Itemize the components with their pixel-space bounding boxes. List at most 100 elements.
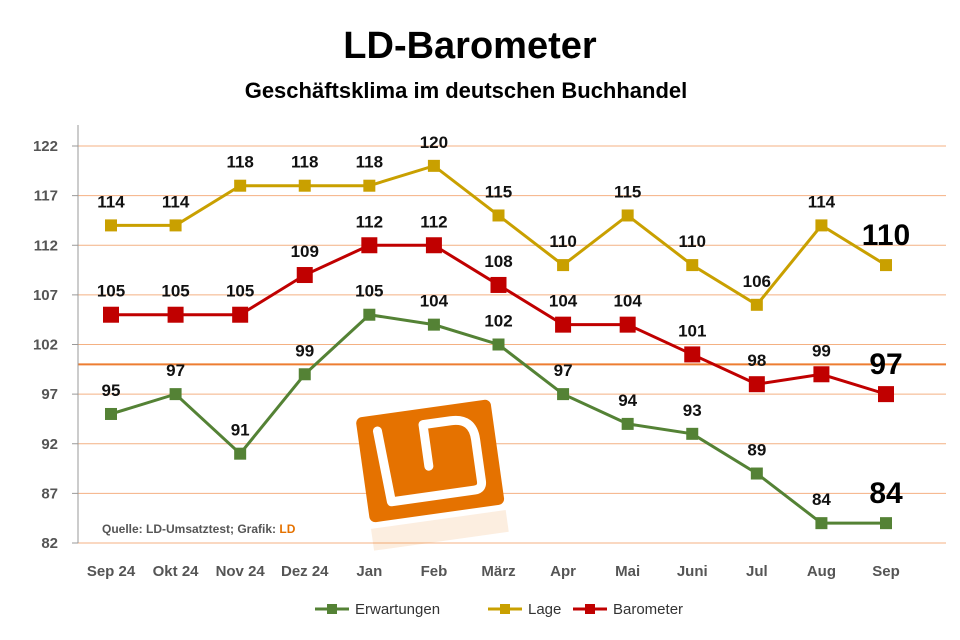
data-point bbox=[492, 338, 505, 351]
x-axis-ticks: Sep 24 Okt 24 Nov 24 Dez 24 Jan Feb März Apr Mai… bbox=[87, 563, 900, 580]
series-lage: 114 114 118 118 118 120 115 110 115 110 106 114 110 bbox=[97, 133, 910, 311]
y-tick-label: 117 bbox=[34, 188, 58, 205]
data-label: 114 bbox=[97, 192, 125, 211]
legend-item-barometer: Barometer bbox=[573, 601, 683, 618]
y-tick-label: 97 bbox=[41, 386, 58, 403]
legend-label: Barometer bbox=[613, 601, 683, 618]
legend-label: Lage bbox=[528, 601, 561, 618]
ld-logo bbox=[356, 399, 509, 551]
x-tick-label: Feb bbox=[421, 563, 448, 580]
source-note: Quelle: LD-Umsatztest; Grafik: LD bbox=[102, 522, 296, 536]
data-label: 109 bbox=[291, 242, 319, 261]
legend-item-erwartungen: Erwartungen bbox=[315, 601, 440, 618]
data-label: 110 bbox=[549, 232, 576, 251]
data-point bbox=[878, 386, 894, 403]
x-tick-label: Mai bbox=[615, 563, 640, 580]
x-tick-label: Juni bbox=[677, 563, 708, 580]
legend-marker bbox=[585, 604, 595, 614]
data-point bbox=[686, 427, 699, 440]
data-label: 110 bbox=[862, 219, 910, 252]
data-point bbox=[750, 298, 763, 311]
data-label: 102 bbox=[484, 312, 512, 331]
y-tick-label: 82 bbox=[41, 535, 58, 552]
data-label: 89 bbox=[747, 441, 766, 460]
data-label: 105 bbox=[226, 282, 254, 301]
data-label: 97 bbox=[166, 361, 185, 380]
data-label: 114 bbox=[162, 192, 190, 211]
data-point bbox=[105, 407, 117, 420]
data-point bbox=[555, 316, 572, 333]
data-label: 112 bbox=[356, 212, 383, 231]
data-label: 101 bbox=[678, 321, 706, 340]
data-point bbox=[361, 237, 378, 254]
series-erwartungen: 95 97 91 99 105 104 102 97 94 93 89 84 84 bbox=[102, 282, 903, 530]
data-point bbox=[815, 219, 828, 232]
data-point bbox=[748, 376, 765, 393]
data-label: 97 bbox=[554, 361, 573, 380]
data-point bbox=[750, 467, 763, 480]
data-point bbox=[880, 259, 892, 272]
data-point bbox=[169, 219, 182, 232]
legend-label: Erwartungen bbox=[355, 601, 440, 618]
data-point bbox=[619, 316, 636, 333]
data-label: 114 bbox=[808, 192, 836, 211]
data-point bbox=[686, 259, 699, 272]
data-point bbox=[234, 447, 247, 460]
x-tick-label: Jul bbox=[746, 563, 768, 580]
series-barometer: 105 105 105 109 112 112 108 104 104 101 98 99 97 bbox=[97, 212, 903, 403]
data-point bbox=[557, 259, 570, 272]
source-brand: LD bbox=[279, 522, 295, 536]
data-point bbox=[363, 179, 376, 192]
data-point bbox=[621, 209, 634, 222]
data-point bbox=[427, 159, 440, 172]
data-label: 110 bbox=[679, 232, 706, 251]
data-point bbox=[490, 276, 507, 293]
x-tick-label: Sep bbox=[872, 563, 900, 580]
data-label: 84 bbox=[869, 477, 903, 510]
data-label: 106 bbox=[743, 272, 771, 291]
data-point bbox=[232, 306, 249, 323]
data-label: 94 bbox=[618, 391, 637, 410]
data-point bbox=[813, 366, 830, 383]
data-label: 112 bbox=[420, 212, 447, 231]
data-point bbox=[425, 237, 442, 254]
data-point bbox=[296, 267, 313, 284]
x-tick-label: Aug bbox=[807, 563, 836, 580]
data-label: 105 bbox=[355, 282, 383, 301]
y-tick-label: 102 bbox=[33, 337, 58, 354]
data-point bbox=[427, 318, 440, 331]
data-label: 118 bbox=[291, 153, 318, 172]
data-label: 108 bbox=[484, 252, 512, 271]
data-point bbox=[298, 179, 311, 192]
data-point bbox=[169, 388, 182, 401]
legend-item-lage: Lage bbox=[488, 601, 561, 618]
chart-subtitle: Geschäftsklima im deutschen Buchhandel bbox=[245, 78, 688, 103]
data-label: 91 bbox=[231, 421, 250, 440]
data-label: 104 bbox=[420, 292, 449, 311]
data-label: 93 bbox=[683, 401, 702, 420]
data-point bbox=[363, 308, 376, 321]
data-label: 118 bbox=[226, 153, 253, 172]
data-point bbox=[621, 417, 634, 430]
data-label: 120 bbox=[420, 133, 448, 152]
data-point bbox=[492, 209, 505, 222]
y-tick-label: 92 bbox=[41, 436, 58, 453]
data-point bbox=[298, 368, 311, 381]
data-label: 115 bbox=[614, 182, 641, 201]
data-label: 95 bbox=[102, 381, 121, 400]
legend-marker bbox=[327, 604, 337, 614]
x-tick-label: Okt 24 bbox=[153, 563, 200, 580]
data-point bbox=[684, 346, 701, 363]
x-tick-label: März bbox=[481, 563, 515, 580]
data-point bbox=[815, 517, 828, 530]
chart-title: LD-Barometer bbox=[343, 25, 597, 67]
x-tick-label: Dez 24 bbox=[281, 563, 329, 580]
data-label: 104 bbox=[613, 292, 642, 311]
x-tick-label: Sep 24 bbox=[87, 563, 136, 580]
y-axis-ticks: 82 87 92 97 102 107 112 117 122 bbox=[33, 138, 78, 552]
data-label: 84 bbox=[812, 490, 831, 509]
data-point bbox=[167, 306, 184, 323]
x-tick-label: Nov 24 bbox=[216, 563, 266, 580]
